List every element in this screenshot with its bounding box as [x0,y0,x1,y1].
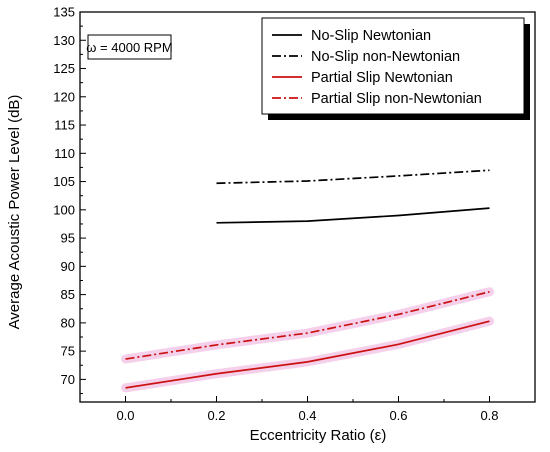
series-line-0 [216,207,490,224]
x-tick-label: 0.8 [480,408,498,423]
legend-items: No-Slip Newtonian No-Slip non-Newtonian Pa… [272,28,482,107]
y-tick-label: 130 [53,33,75,48]
y-tick-label: 110 [54,146,75,161]
y-tick-label: 135 [53,5,75,20]
series-line-1 [216,169,490,185]
series-line-2 [125,320,490,389]
annotation-text: ω = 4000 RPM [86,40,172,55]
y-tick-label: 95 [61,231,75,246]
x-tick-label: 0.6 [389,408,407,423]
y-tick-label: 70 [61,372,75,387]
x-tick-label: 0.0 [116,408,134,423]
annotation-frame [87,34,172,60]
x-tick-label: 0.4 [298,408,316,423]
legend-label: Partial Slip Newtonian [311,70,453,86]
axes: 0.0 0.2 0.4 0.6 0.8 70 75 80 85 90 95 100 105 110 115 1… [53,5,536,423]
y-tick-label: 115 [54,118,75,133]
y-tick-label: 90 [61,259,75,274]
y-tick-label: 125 [53,61,75,76]
chart-marks [121,169,494,393]
legend-label: No-Slip Newtonian [311,28,431,44]
legend-label: Partial Slip non-Newtonian [311,91,482,107]
y-tick-label: 120 [53,89,75,104]
series-line-3 [125,290,490,360]
legend: No-Slip Newtonian No-Slip non-Newtonian Pa… [261,17,530,120]
y-tick-label: 75 [61,344,75,359]
y-tick-label: 85 [61,287,75,302]
y-axis-title: Average Acoustic Power Level (dB) [6,95,23,330]
annotation-box: ω = 4000 RPM [86,34,173,60]
x-axis-title: Eccentricity Ratio (ε) [250,427,387,444]
y-tick-label: 100 [53,202,75,217]
y-tick-label: 105 [53,174,75,189]
legend-frame [261,17,525,115]
legend-label: No-Slip non-Newtonian [311,49,460,65]
x-tick-label: 0.2 [207,408,225,423]
y-tick-label: 80 [61,315,75,330]
